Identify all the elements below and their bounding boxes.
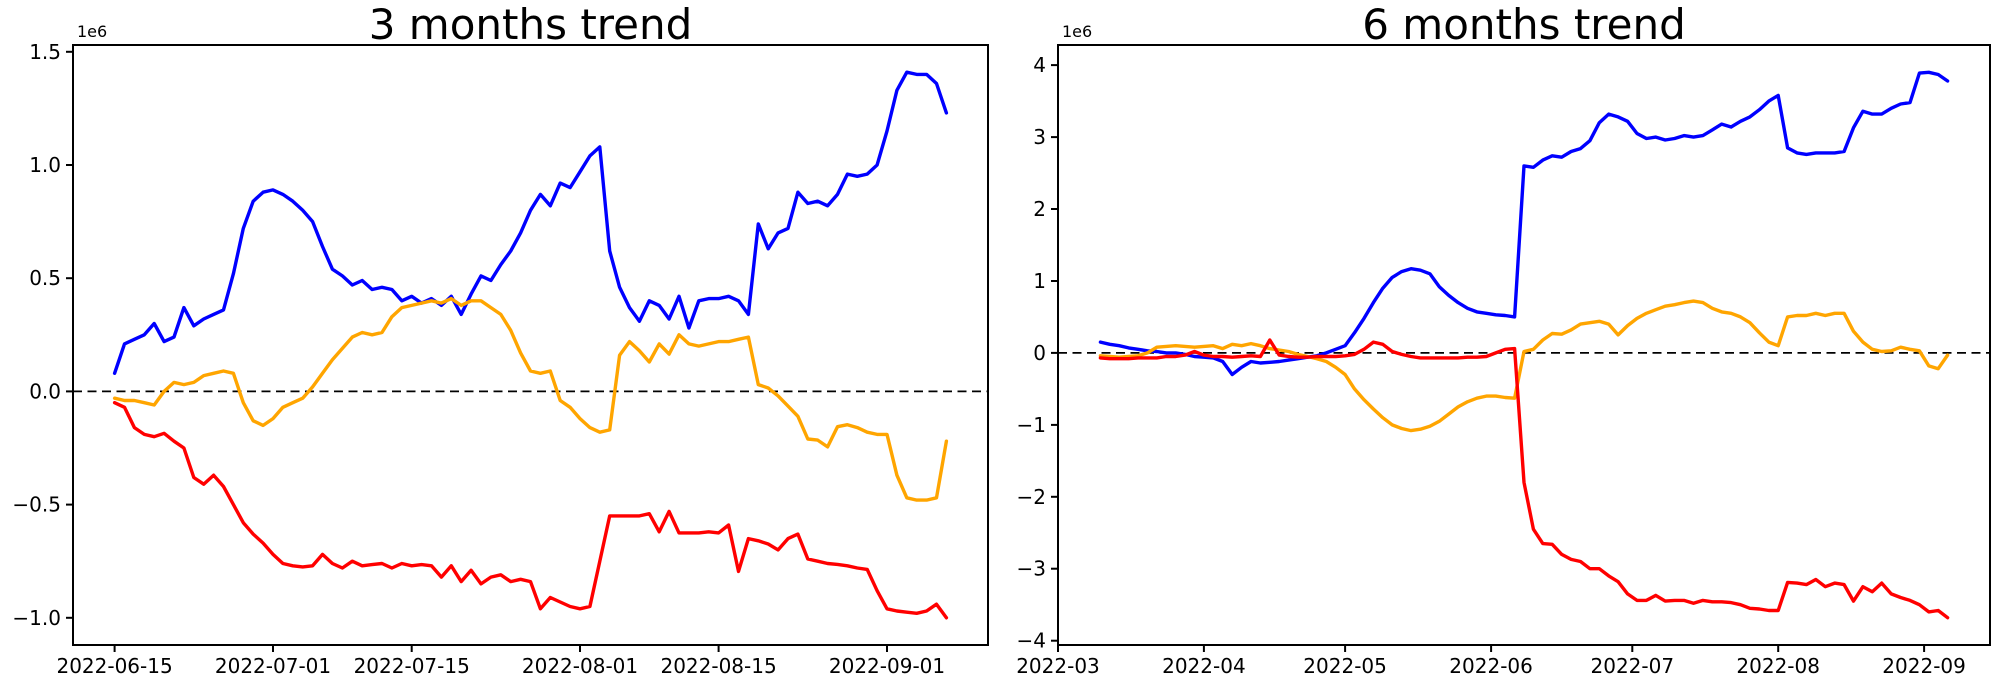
axes-spines [72, 44, 989, 646]
series-line-red [1098, 338, 1950, 620]
chart-title: 3 months trend [368, 0, 693, 49]
series-line-red [112, 401, 949, 620]
x-tick-label: 2022-08-01 [522, 654, 638, 678]
y-tick-label: 1.5 [29, 40, 61, 64]
series-line-orange [112, 296, 949, 502]
x-tick-label: 2022-09 [1882, 654, 1966, 678]
y-tick-label: −4 [1017, 629, 1046, 653]
y-tick-label: 1 [1033, 269, 1046, 293]
y-tick-label: 0.0 [29, 379, 61, 403]
x-tick-label: 2022-03 [1016, 654, 1100, 678]
plot-area: 2022-03 2022-04 2022-05 2022-06 2022-07 2022-… [1016, 22, 1991, 678]
chart-6-months-trend: 6 months trend 2022-03 2022-04 2022-05 2022… [1000, 0, 2000, 700]
x-tick-label: 2022-07 [1591, 654, 1675, 678]
x-tick-label: 2022-06-15 [56, 654, 172, 678]
series-line-blue [1098, 70, 1950, 377]
x-tick-label: 2022-05 [1303, 654, 1387, 678]
series-line-blue [112, 70, 949, 375]
x-tick-label: 2022-06 [1449, 654, 1533, 678]
x-tick-label: 2022-09-01 [829, 654, 945, 678]
series-line-orange [1098, 299, 1950, 433]
y-tick-label: −0.5 [12, 493, 61, 517]
x-tick-label: 2022-07-01 [215, 654, 331, 678]
y-tick-label: 1.0 [29, 153, 61, 177]
y-tick-label: 4 [1033, 53, 1046, 77]
axes-spines [1057, 44, 1991, 646]
y-tick-label: 0 [1033, 341, 1046, 365]
y-tick-label: −1 [1017, 413, 1046, 437]
x-tick-label: 2022-08-15 [660, 654, 776, 678]
y-axis-offset-label: 1e6 [77, 22, 107, 41]
chart-title: 6 months trend [1362, 0, 1686, 49]
y-tick-label: −2 [1017, 485, 1046, 509]
y-tick-label: 3 [1033, 125, 1046, 149]
y-tick-label: −3 [1017, 557, 1046, 581]
y-tick-label: 0.5 [29, 266, 61, 290]
y-tick-label: 2 [1033, 197, 1046, 221]
plot-area: 2022-06-15 2022-07-01 2022-07-15 2022-08-01… [12, 22, 989, 678]
x-tick-label: 2022-04 [1162, 654, 1246, 678]
x-tick-label: 2022-08 [1736, 654, 1820, 678]
chart-3-months-trend: 3 months trend 2022-06-15 2022-07-01 2022-… [12, 0, 989, 678]
y-axis-offset-label: 1e6 [1062, 22, 1092, 41]
x-tick-label: 2022-07-15 [354, 654, 470, 678]
y-tick-label: −1.0 [12, 606, 61, 630]
